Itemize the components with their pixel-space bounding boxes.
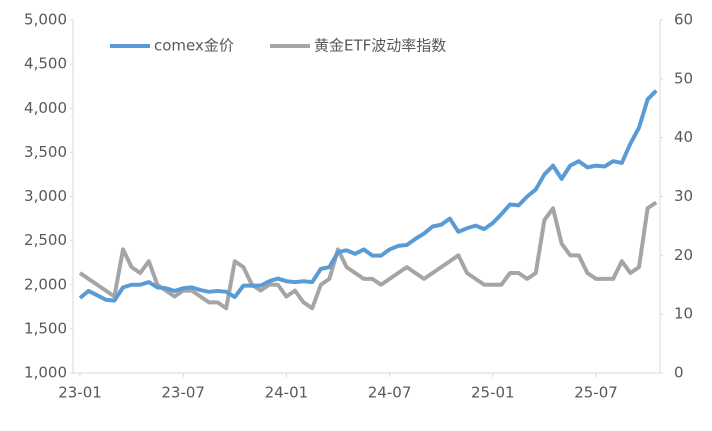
x-tick-label: 23-01 (58, 384, 102, 402)
y2-tick-label: 0 (674, 364, 684, 382)
y-tick-label: 5,000 (24, 11, 67, 29)
legend-label: comex金价 (154, 37, 234, 55)
y2-tick-label: 10 (674, 305, 693, 323)
y-tick-label: 1,500 (24, 319, 67, 337)
x-tick-label: 25-07 (574, 384, 618, 402)
y-tick-label: 2,000 (24, 275, 67, 293)
y2-tick-label: 50 (674, 69, 693, 87)
y2-tick-label: 30 (674, 187, 693, 205)
y-tick-label: 2,500 (24, 231, 67, 249)
y-tick-label: 4,000 (24, 99, 67, 117)
y2-tick-label: 40 (674, 128, 693, 146)
x-tick-label: 24-01 (265, 384, 309, 402)
series-line (78, 200, 658, 311)
y-tick-label: 1,000 (24, 364, 67, 382)
y-tick-label: 3,000 (24, 187, 67, 205)
series-line (78, 89, 658, 303)
y-tick-label: 3,500 (24, 143, 67, 161)
y2-tick-label: 20 (674, 246, 693, 264)
y-tick-label: 4,500 (24, 55, 67, 73)
y2-tick-label: 60 (674, 11, 693, 29)
x-tick-label: 25-01 (471, 384, 515, 402)
x-tick-label: 24-07 (368, 384, 412, 402)
x-tick-label: 23-07 (161, 384, 205, 402)
legend-label: 黄金ETF波动率指数 (314, 37, 446, 55)
